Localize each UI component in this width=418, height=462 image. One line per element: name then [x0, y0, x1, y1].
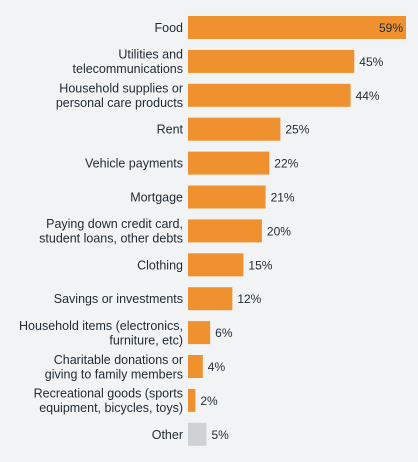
category-label-2: Household supplies or personal care produ…: [56, 82, 183, 111]
category-label-10: Charitable donations or giving to family …: [45, 353, 183, 382]
bar-12: [188, 422, 207, 446]
value-label-7: 15%: [248, 258, 272, 272]
category-label-line: Mortgage: [130, 191, 183, 205]
bar-5: [188, 185, 266, 209]
category-label-line: Charitable donations or: [54, 353, 183, 367]
category-label-1: Utilities and telecommunications: [73, 48, 184, 77]
category-label-8: Savings or investments: [54, 292, 183, 306]
bar-10: [188, 355, 203, 378]
bar-0: [188, 16, 406, 39]
bar-11: [188, 388, 196, 412]
bar-1: [188, 49, 355, 73]
category-label-line: student loans, other debts: [39, 232, 183, 246]
bar-8: [188, 287, 233, 311]
bar-3: [188, 117, 281, 141]
value-label-3: 25%: [285, 123, 309, 137]
category-label-line: equipment, bicycles, toys): [39, 401, 183, 415]
category-label-line: Rent: [157, 123, 184, 137]
category-label-0: Food: [155, 21, 184, 35]
category-label-11: Recreational goods (sports equipment, bic…: [34, 387, 183, 416]
bar-4: [188, 151, 270, 175]
category-label-line: personal care products: [56, 96, 183, 110]
category-label-line: Other: [152, 428, 183, 442]
category-label-line: Paying down credit card,: [46, 217, 183, 231]
value-label-2: 44%: [356, 89, 380, 103]
category-label-4: Vehicle payments: [85, 157, 183, 171]
category-label-line: telecommunications: [73, 62, 183, 76]
bar-2: [188, 83, 351, 107]
value-label-6: 20%: [267, 224, 291, 238]
value-label-5: 21%: [271, 191, 295, 205]
bar-6: [188, 219, 262, 243]
category-label-line: Vehicle payments: [85, 157, 183, 171]
category-label-5: Mortgage: [130, 191, 183, 205]
category-label-line: giving to family members: [45, 367, 183, 381]
value-label-12: 5%: [211, 428, 229, 442]
bar-9: [188, 321, 211, 345]
value-label-8: 12%: [237, 292, 261, 306]
category-label-12: Other: [152, 428, 183, 442]
category-label-line: Clothing: [137, 258, 183, 272]
category-label-line: Food: [155, 21, 184, 35]
category-label-6: Paying down credit card, student loans, o…: [39, 217, 183, 246]
category-label-line: Recreational goods (sports: [34, 387, 183, 401]
category-label-7: Clothing: [137, 258, 183, 272]
value-label-1: 45%: [359, 55, 383, 69]
category-label-line: Household items (electronics,: [19, 319, 183, 333]
category-label-9: Household items (electronics, furniture, …: [19, 319, 183, 348]
value-label-4: 22%: [274, 157, 298, 171]
bar-7: [188, 253, 244, 277]
category-label-line: Savings or investments: [54, 292, 183, 306]
value-label-11: 2%: [200, 394, 218, 408]
value-label-9: 6%: [215, 326, 233, 340]
category-label-line: Household supplies or: [59, 82, 183, 96]
category-label-3: Rent: [157, 123, 184, 137]
category-label-line: Utilities and: [118, 48, 183, 62]
value-label-0: 59%: [379, 21, 403, 35]
value-label-10: 4%: [208, 360, 226, 374]
category-label-line: furniture, etc): [109, 333, 183, 347]
